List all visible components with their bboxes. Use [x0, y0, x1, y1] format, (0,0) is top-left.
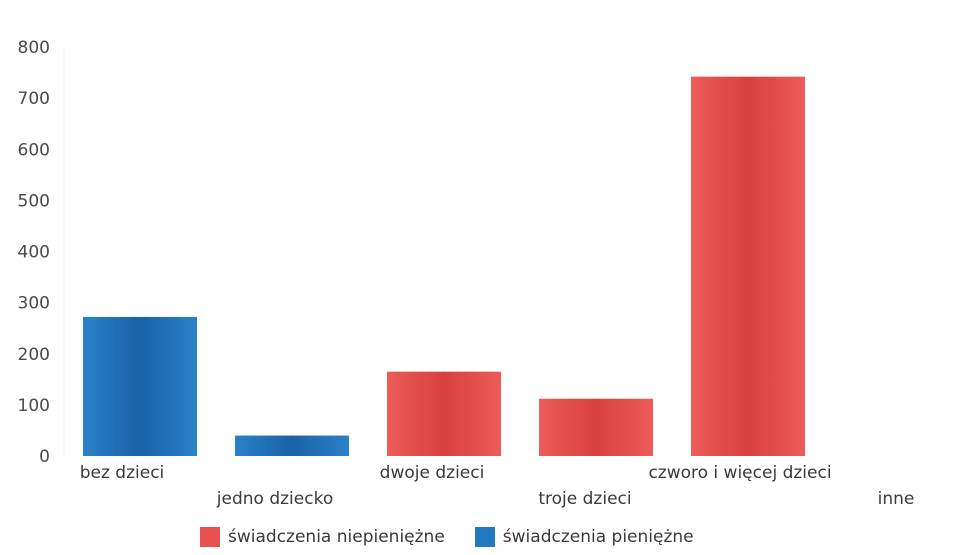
y-tick-label: 0 — [39, 447, 50, 467]
y-tick-label: 500 — [18, 191, 50, 211]
bar — [539, 398, 653, 456]
x-category-label: czworo i więcej dzieci — [648, 463, 831, 483]
legend-label-niepieniezne: świadczenia niepieniężne — [228, 527, 445, 547]
legend-label-pieniezne: świadczenia pieniężne — [502, 527, 694, 547]
x-category-label: troje dzieci — [538, 489, 631, 509]
x-category-label: jedno dziecko — [216, 489, 333, 509]
x-category-label: inne — [878, 489, 915, 509]
y-tick-label: 100 — [18, 396, 50, 416]
y-tick-label: 600 — [18, 140, 50, 160]
bar — [83, 316, 197, 456]
bars — [83, 76, 805, 456]
y-tick-label: 300 — [18, 294, 50, 314]
x-category-label: dwoje dzieci — [380, 463, 485, 483]
legend-swatch-niepieniezne — [200, 527, 220, 547]
x-category-label: bez dzieci — [80, 463, 165, 483]
y-axis: 0 100 200 300 400 500 600 700 800 — [18, 38, 65, 467]
x-axis-labels: bez dzieci jedno dziecko dwoje dzieci troje… — [80, 463, 915, 509]
legend-item-niepieniezne: świadczenia niepieniężne — [200, 527, 445, 547]
y-tick-label: 700 — [18, 89, 50, 109]
legend: świadczenia niepieniężne świadczenia pie… — [200, 527, 724, 547]
bar — [387, 371, 501, 456]
y-tick-label: 200 — [18, 345, 50, 365]
bar — [235, 435, 349, 456]
bar — [691, 76, 805, 456]
legend-swatch-pieniezne — [474, 527, 495, 547]
y-tick-label: 400 — [18, 243, 50, 263]
y-tick-label: 800 — [18, 38, 50, 58]
legend-item-pieniezne: świadczenia pieniężne — [474, 527, 694, 547]
